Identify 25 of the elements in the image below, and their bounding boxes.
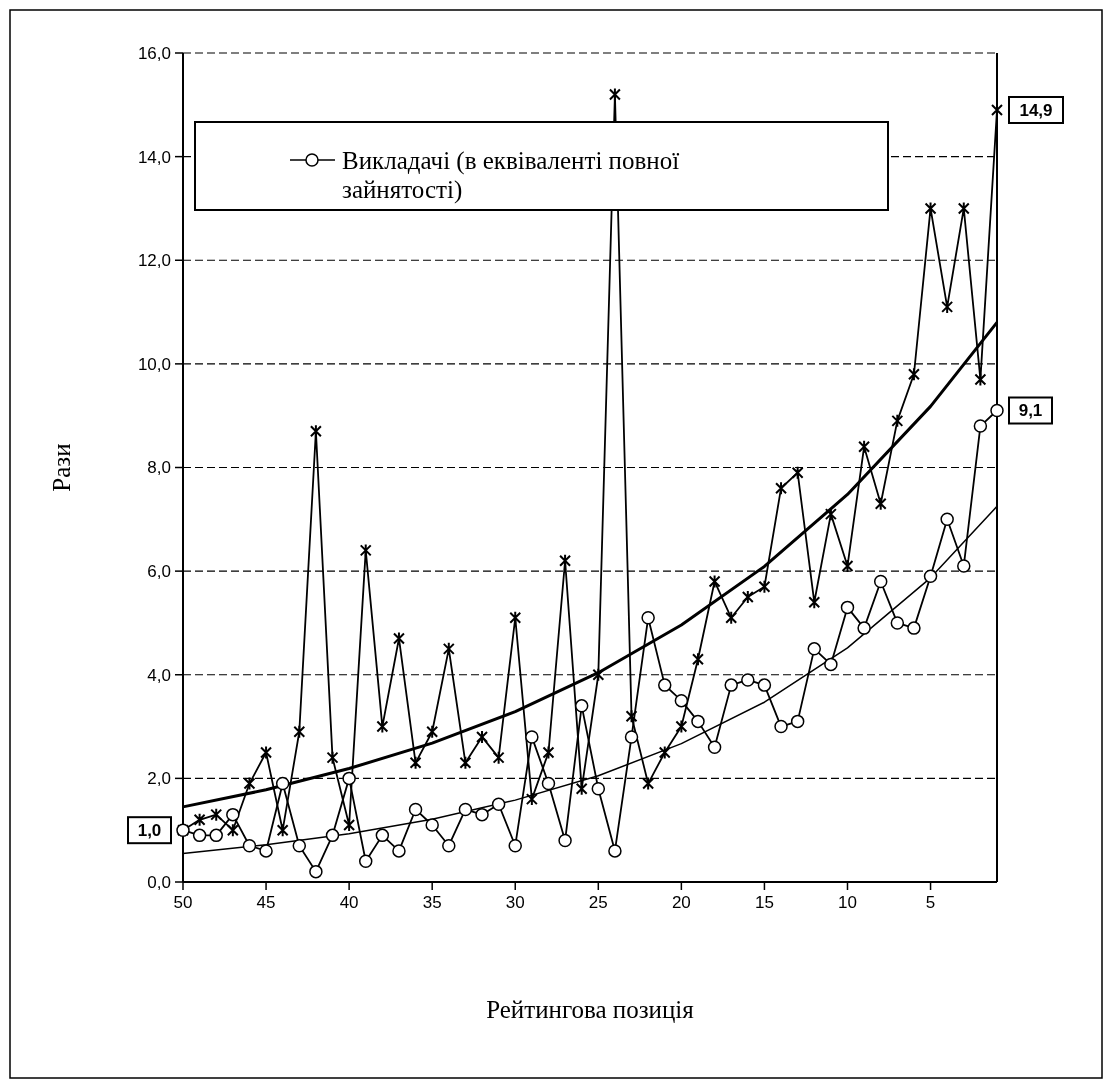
data-label: 9,1 <box>1018 401 1043 421</box>
y-tick-label: 4,0 <box>147 665 171 685</box>
legend-label: Викладачі (в еквіваленті повної зайнятості) <box>342 146 680 204</box>
y-tick-label: 2,0 <box>147 769 171 789</box>
y-tick-label: 14,0 <box>137 147 171 167</box>
y-tick-label: 8,0 <box>147 458 171 478</box>
y-tick-label: 6,0 <box>147 562 171 582</box>
y-tick-label: 10,0 <box>137 354 171 374</box>
data-label: 14,9 <box>1019 100 1053 120</box>
y-tick-label: 12,0 <box>137 251 171 271</box>
x-tick-label: 35 <box>422 893 442 912</box>
y-tick-label: 0,0 <box>147 872 171 892</box>
x-tick-label: 20 <box>671 893 691 912</box>
x-tick-label: 5 <box>925 893 936 912</box>
x-tick-label: 40 <box>339 893 359 912</box>
x-tick-label: 30 <box>505 893 525 912</box>
y-tick-label: 16,0 <box>137 43 171 63</box>
x-tick-label: 50 <box>173 893 193 912</box>
x-axis-title: Рейтингова позиція <box>486 996 695 1023</box>
x-tick-label: 10 <box>838 893 857 912</box>
y-axis-title: Рази <box>48 443 75 492</box>
x-tick-label: 25 <box>588 893 608 912</box>
x-tick-label: 45 <box>256 893 276 912</box>
x-tick-label: 15 <box>754 893 774 912</box>
data-label: 1,0 <box>137 821 162 841</box>
